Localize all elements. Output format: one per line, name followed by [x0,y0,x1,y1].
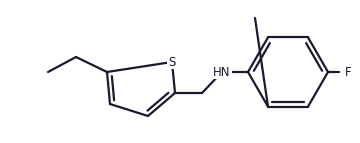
Text: F: F [345,65,352,79]
Text: S: S [168,55,176,68]
Text: HN: HN [213,65,231,79]
